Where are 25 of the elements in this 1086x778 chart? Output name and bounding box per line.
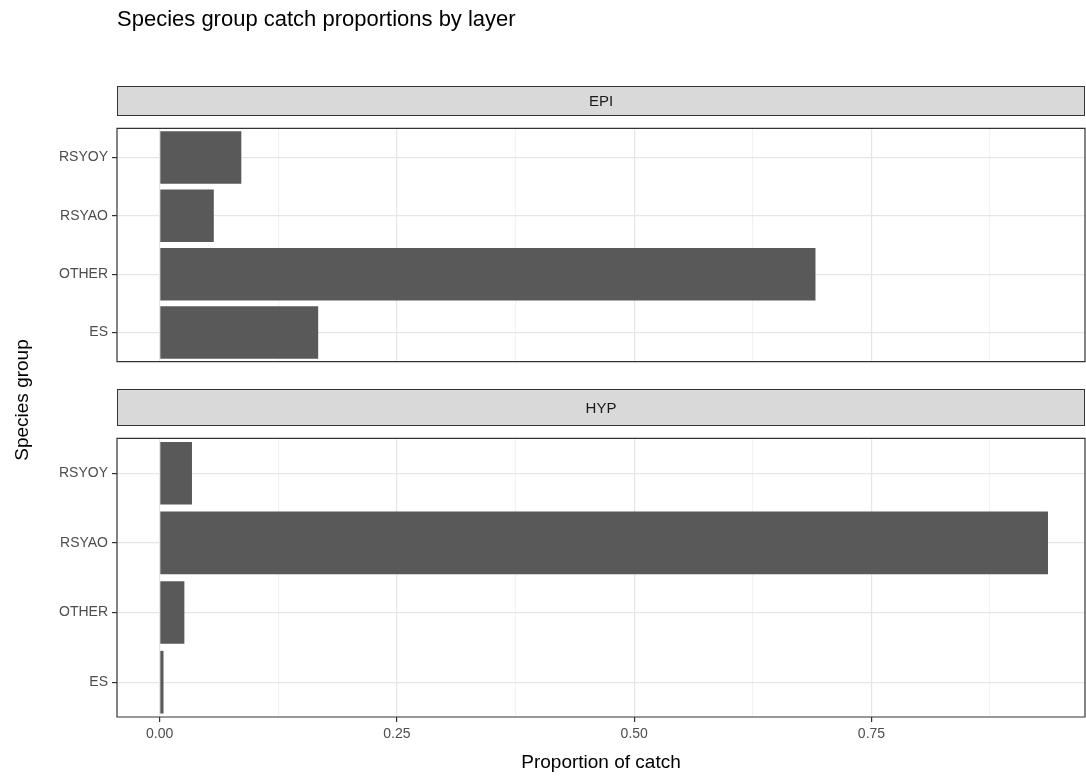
bar: [160, 511, 1048, 575]
y-tick-label: RSYAO: [60, 533, 109, 550]
x-tick-label: 0.00: [146, 725, 174, 742]
y-tick-label: OTHER: [59, 265, 108, 282]
chart-subtitle: HYP: [117, 389, 1085, 426]
x-tick-label: 0.75: [857, 725, 886, 742]
y-tick-label: ES: [89, 323, 108, 340]
y-tick-label: OTHER: [59, 603, 108, 620]
bar: [160, 650, 164, 714]
y-tick-label: RSYAO: [60, 206, 109, 223]
x-axis-title: Proportion of catch: [521, 750, 681, 772]
bar: [160, 306, 319, 359]
bar: [160, 131, 242, 184]
y-tick-label: ES: [89, 673, 108, 690]
chart-subtitle: EPI: [117, 86, 1085, 116]
x-tick-label: 0.50: [620, 725, 649, 742]
bar: [160, 189, 214, 243]
bar: [160, 441, 192, 505]
bar: [160, 247, 816, 301]
chart-title: Species group catch proportions by layer: [117, 6, 516, 32]
y-axis-title: Species group: [11, 339, 33, 461]
y-tick-label: RSYOY: [58, 464, 109, 481]
x-tick-label: 0.25: [383, 725, 411, 742]
bar: [160, 581, 185, 644]
y-tick-label: RSYOY: [58, 148, 109, 165]
